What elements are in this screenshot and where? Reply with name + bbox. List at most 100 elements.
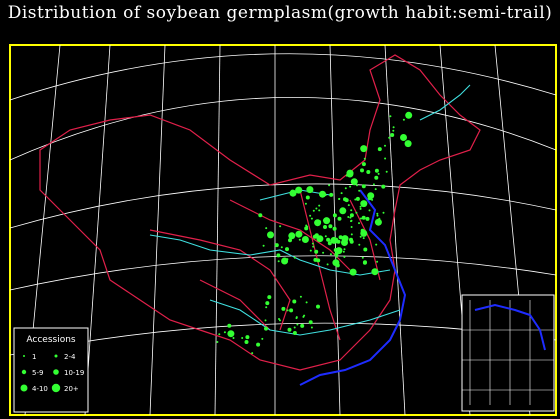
accession-dot [264, 319, 267, 322]
legend-title: Accessions [26, 335, 76, 345]
accession-dot [274, 243, 279, 248]
accession-dot [267, 295, 272, 300]
accession-dot [241, 337, 244, 339]
accession-dot [279, 225, 282, 228]
accession-dot [359, 207, 362, 210]
accession-dot [360, 228, 365, 233]
accession-dot [342, 236, 347, 241]
accession-dot [285, 247, 289, 252]
accession-dot [368, 209, 371, 212]
accession-dot [262, 244, 265, 247]
accession-dot [309, 249, 312, 252]
accession-dot [340, 192, 343, 195]
accession-dot [326, 263, 329, 266]
accession-dot [323, 219, 326, 222]
accession-dot [328, 184, 331, 187]
accession-dot [390, 133, 395, 137]
accession-dot [365, 216, 370, 221]
accession-dot [324, 194, 327, 196]
legend-label: 2-4 [64, 353, 76, 361]
accession-dot [402, 118, 405, 121]
accession-dot [335, 263, 340, 268]
accession-dot [343, 197, 347, 202]
page-title: Distribution of soybean germplasm(growth… [7, 3, 553, 23]
accession-dot [349, 237, 353, 242]
accession-dot [301, 236, 309, 243]
accession-dot [335, 241, 338, 244]
accession-dots [216, 111, 413, 355]
accession-dot [289, 308, 294, 313]
accession-dot [287, 327, 292, 332]
legend-symbol [54, 354, 58, 358]
legend-label: 5-9 [32, 369, 43, 377]
accession-dot [306, 225, 309, 228]
accession-dot [360, 200, 368, 208]
accession-dot [295, 186, 303, 194]
legend-label: 20+ [64, 385, 79, 393]
accession-dot [327, 241, 332, 246]
accession-dot [227, 330, 235, 338]
accession-dot [296, 323, 299, 326]
accession-dot [335, 255, 338, 258]
accession-dot [376, 212, 379, 215]
accession-dot [292, 299, 297, 304]
accession-dot [361, 201, 364, 204]
accession-dot [264, 326, 268, 331]
accession-dot [341, 239, 348, 246]
accession-dot [312, 209, 315, 212]
accession-dot [314, 234, 317, 237]
accession-dot [280, 246, 283, 249]
accession-dot [372, 183, 375, 186]
legend-symbol [51, 383, 61, 393]
accession-dot [329, 253, 332, 256]
legend-label: 10-19 [64, 369, 84, 377]
accession-dot [288, 232, 296, 240]
accession-dot [359, 235, 362, 238]
accession-dot [277, 260, 280, 263]
accession-dot [358, 189, 361, 192]
accession-dot [227, 323, 232, 328]
accession-dot [346, 169, 354, 177]
accession-dot [223, 331, 226, 334]
accession-dot [261, 337, 264, 340]
accession-dot [251, 352, 254, 355]
legend: Accessions 1 2-4 5-9 10-19 4-10 20+ [13, 327, 89, 413]
legend-label: 4-10 [32, 385, 48, 393]
accession-dot [376, 214, 379, 217]
rivers [149, 84, 471, 336]
accession-dot [309, 214, 312, 217]
accession-dot [349, 213, 354, 218]
accession-dot [385, 170, 388, 173]
accession-dot [311, 242, 314, 245]
accession-dot [244, 340, 249, 344]
accession-dot [310, 217, 313, 220]
accession-dot [350, 209, 353, 212]
accession-dot [361, 162, 366, 167]
accession-dot [316, 235, 324, 243]
accession-dot [337, 216, 342, 221]
accession-dot [293, 326, 296, 329]
accession-dot [358, 222, 360, 225]
accession-dot [359, 205, 362, 208]
accession-dot [374, 218, 382, 226]
map-frame [9, 44, 557, 416]
accession-dot [384, 144, 386, 147]
accession-dot [342, 250, 345, 253]
accession-dot [299, 295, 302, 298]
accession-dot [265, 227, 268, 230]
accession-dot [374, 175, 379, 180]
accession-dot [278, 318, 280, 320]
legend-symbol [21, 369, 27, 375]
accession-dot [343, 256, 346, 258]
accession-dot [256, 342, 261, 347]
accession-dot [350, 219, 353, 222]
accession-dot [349, 268, 357, 276]
accession-dot [281, 257, 289, 265]
accession-dot [335, 247, 343, 255]
accession-dot [405, 111, 413, 119]
accession-dot [298, 238, 301, 241]
legend-symbol [20, 384, 28, 392]
legend-symbol [53, 369, 59, 375]
accession-dot [377, 172, 380, 175]
